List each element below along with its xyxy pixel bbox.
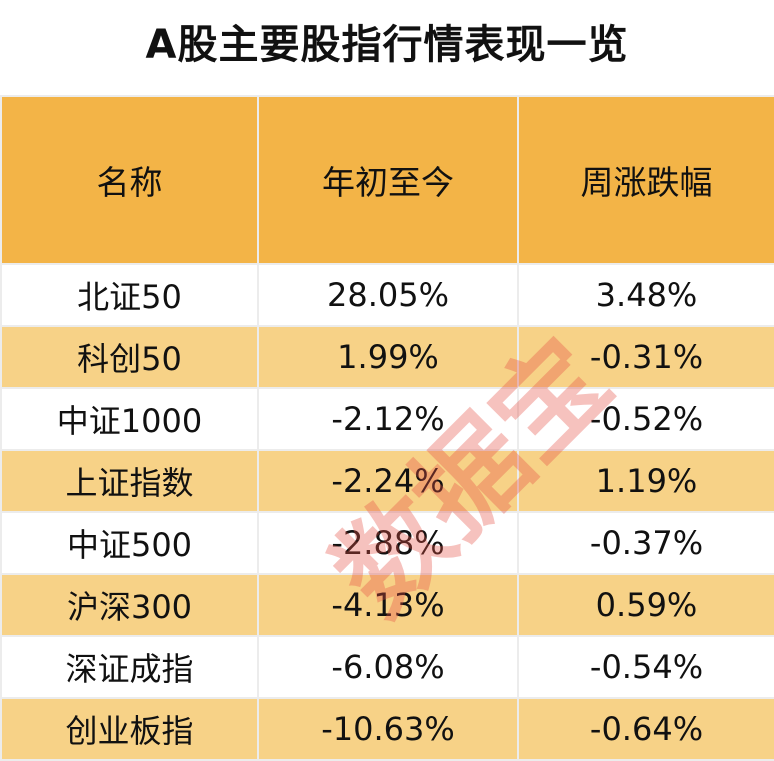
table-row: 中证500 -2.88% -0.37% (0, 511, 774, 575)
ytd-change: 28.05% (257, 263, 519, 327)
ytd-change: -6.08% (257, 635, 519, 699)
index-name: 北证50 (0, 263, 259, 327)
table-row: 沪深300 -4.13% 0.59% (0, 573, 774, 637)
weekly-change: -0.64% (517, 697, 774, 761)
table-row: 科创50 1.99% -0.31% (0, 325, 774, 389)
ytd-change: -4.13% (257, 573, 519, 637)
table-row: 上证指数 -2.24% 1.19% (0, 449, 774, 513)
index-name: 科创50 (0, 325, 259, 389)
table-row: 创业板指 -10.63% -0.64% (0, 697, 774, 761)
ytd-change: -2.24% (257, 449, 519, 513)
table-row: 深证成指 -6.08% -0.54% (0, 635, 774, 699)
weekly-change: 3.48% (517, 263, 774, 327)
index-name: 上证指数 (0, 449, 259, 513)
header-weekly: 周涨跌幅 (517, 95, 774, 265)
weekly-change: -0.37% (517, 511, 774, 575)
weekly-change: -0.54% (517, 635, 774, 699)
index-name: 深证成指 (0, 635, 259, 699)
index-table: 名称 年初至今 周涨跌幅 北证50 28.05% 3.48% 科创50 1.99% -0.… (0, 95, 774, 761)
header-ytd: 年初至今 (257, 95, 519, 265)
ytd-change: -2.88% (257, 511, 519, 575)
index-name: 中证500 (0, 511, 259, 575)
weekly-change: 0.59% (517, 573, 774, 637)
weekly-change: -0.52% (517, 387, 774, 451)
index-name: 中证1000 (0, 387, 259, 451)
table-row: 北证50 28.05% 3.48% (0, 263, 774, 327)
ytd-change: -10.63% (257, 697, 519, 761)
weekly-change: -0.31% (517, 325, 774, 389)
page-title: A股主要股指行情表现一览 (145, 22, 629, 68)
ytd-change: 1.99% (257, 325, 519, 389)
index-name: 沪深300 (0, 573, 259, 637)
index-name: 创业板指 (0, 697, 259, 761)
header-name: 名称 (0, 95, 259, 265)
table-row: 中证1000 -2.12% -0.52% (0, 387, 774, 451)
header-row: 名称 年初至今 周涨跌幅 (0, 95, 774, 265)
ytd-change: -2.12% (257, 387, 519, 451)
weekly-change: 1.19% (517, 449, 774, 513)
